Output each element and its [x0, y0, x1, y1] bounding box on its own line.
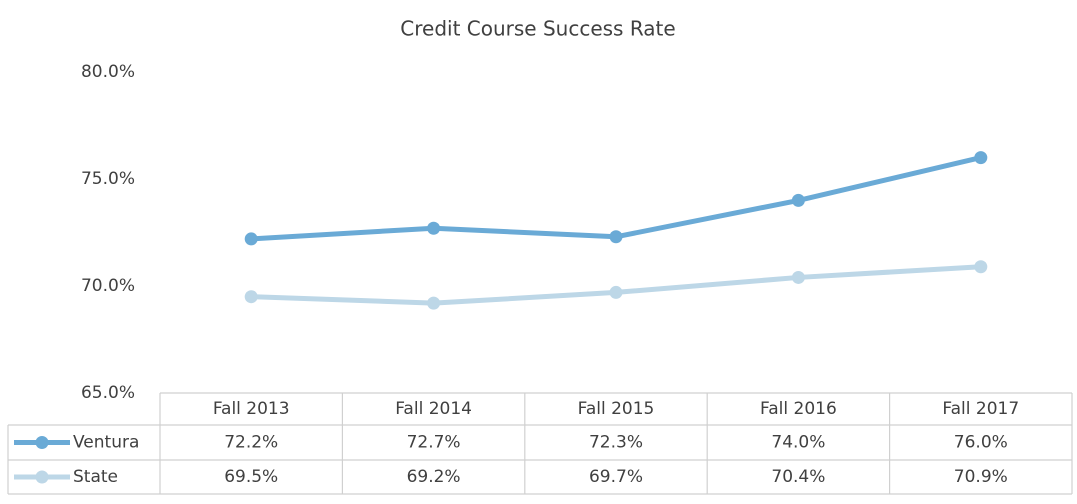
marker [974, 260, 988, 274]
y-tick-label: 75.0% [81, 169, 135, 189]
table-cell: 74.0% [771, 433, 825, 453]
table-cell: 69.5% [224, 467, 278, 487]
y-tick-label: 65.0% [81, 383, 135, 403]
marker [244, 290, 258, 304]
y-tick-label: 70.0% [81, 276, 135, 296]
marker [609, 230, 623, 244]
x-tick-label: Fall 2013 [213, 399, 290, 419]
table-cell: 69.7% [589, 467, 643, 487]
series-line [251, 155, 982, 242]
marker [791, 270, 805, 284]
marker [609, 285, 623, 299]
marker [244, 232, 258, 246]
table-cell: 70.4% [771, 467, 825, 487]
table-cell: 70.9% [954, 467, 1008, 487]
table-cell: 76.0% [954, 433, 1008, 453]
chart-title: Credit Course Success Rate [400, 17, 675, 41]
legend-marker [35, 470, 49, 484]
legend-label: State [73, 467, 118, 487]
legend-label: Ventura [73, 433, 139, 453]
x-tick-label: Fall 2014 [395, 399, 472, 419]
table-cell: 72.3% [589, 433, 643, 453]
marker [791, 193, 805, 207]
x-tick-label: Fall 2016 [760, 399, 837, 419]
table-cell: 69.2% [407, 467, 461, 487]
x-tick-label: Fall 2017 [942, 399, 1019, 419]
marker [974, 151, 988, 165]
legend-marker [35, 436, 49, 449]
marker [427, 296, 441, 310]
table-cell: 72.7% [407, 433, 461, 453]
y-tick-label: 80.0% [81, 62, 135, 82]
table-cell: 72.2% [224, 433, 278, 453]
marker [427, 221, 441, 235]
x-tick-label: Fall 2015 [578, 399, 655, 419]
